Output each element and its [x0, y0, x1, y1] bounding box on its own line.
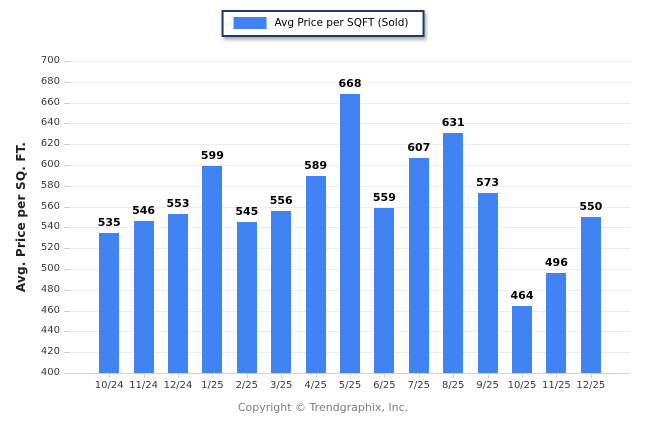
bar[interactable] — [580, 217, 601, 373]
x-axis-tick — [246, 374, 248, 378]
legend[interactable]: Avg Price per SQFT (Sold) — [221, 10, 425, 37]
x-axis-tick — [315, 374, 317, 378]
y-axis-tick — [64, 61, 70, 62]
bar[interactable] — [99, 232, 120, 373]
y-axis-tick — [64, 144, 70, 146]
x-axis-tick — [212, 374, 214, 378]
x-axis-tick — [418, 374, 420, 378]
bar-value-label: 631 — [441, 115, 465, 129]
bar-value-label: 553 — [166, 196, 190, 210]
bar-value-label: 559 — [372, 190, 396, 204]
x-axis-tick-label: 3/25 — [269, 380, 293, 391]
y-axis-tick-label: 680 — [40, 75, 60, 87]
bar-value-label: 556 — [269, 193, 293, 207]
x-axis-tick-label: 5/25 — [338, 380, 362, 391]
bar[interactable] — [133, 221, 154, 373]
x-axis-tick-label: 1/25 — [201, 380, 224, 391]
y-axis-tick-label: 700 — [40, 55, 60, 66]
y-axis-tick — [64, 352, 70, 354]
bar-value-label: 589 — [304, 159, 328, 173]
bar-value-label: 464 — [510, 289, 534, 303]
x-axis-tick — [590, 374, 592, 378]
y-axis-tick — [64, 289, 70, 291]
bar-value-label: 668 — [338, 77, 362, 91]
bar-value-label: 545 — [235, 205, 259, 219]
y-axis-tick — [64, 123, 70, 125]
bar[interactable] — [374, 207, 395, 373]
x-axis-tick — [281, 374, 283, 378]
gridline — [70, 81, 630, 83]
y-axis-tick — [64, 206, 70, 208]
bar[interactable] — [340, 94, 360, 373]
y-axis-tick — [64, 102, 70, 104]
x-axis-tick-label: 11/24 — [129, 380, 158, 391]
bar-value-label: 546 — [132, 204, 156, 218]
y-axis-tick-label: 600 — [40, 159, 60, 170]
y-axis-tick-label: 480 — [40, 283, 60, 295]
x-axis-tick-label: 9/25 — [476, 380, 499, 391]
bar-value-label: 535 — [97, 215, 121, 229]
bar-value-label: 573 — [476, 176, 500, 190]
bar[interactable] — [271, 210, 292, 373]
y-axis-tick-label: 620 — [40, 138, 60, 150]
bar-value-label: 607 — [407, 140, 431, 154]
x-axis-tick — [143, 374, 145, 378]
x-axis-tick-label: 12/24 — [163, 380, 193, 391]
x-axis-tick — [556, 374, 558, 378]
x-axis-tick-label: 12/25 — [576, 380, 606, 391]
bar[interactable] — [477, 193, 498, 373]
x-axis-tick-label: 8/25 — [441, 380, 465, 391]
x-axis-tick-label: 10/25 — [507, 380, 537, 391]
y-axis-tick — [64, 269, 70, 270]
y-axis-tick-label: 460 — [40, 304, 60, 316]
bar-value-label: 496 — [544, 256, 568, 270]
x-axis-tick — [487, 374, 489, 378]
y-axis-tick-label: 580 — [40, 179, 60, 191]
copyright-text: Copyright © Trendgraphix, Inc. — [237, 401, 409, 414]
y-axis-tick — [64, 185, 70, 187]
gridline — [70, 61, 630, 62]
legend-swatch-icon — [233, 17, 267, 29]
y-axis-tick — [64, 165, 70, 166]
y-axis-tick — [64, 331, 70, 333]
y-axis-tick — [64, 81, 70, 83]
x-axis-tick — [109, 374, 111, 378]
bar-value-label: 550 — [579, 200, 603, 213]
bar[interactable] — [546, 273, 567, 373]
y-axis-tick-label: 540 — [40, 221, 60, 233]
bar[interactable] — [168, 213, 188, 373]
bar-value-label: 599 — [200, 149, 224, 163]
x-axis-tick-label: 6/25 — [373, 380, 396, 391]
x-axis-tick-label: 7/25 — [407, 380, 431, 391]
y-axis-tick-label: 440 — [40, 325, 60, 337]
x-axis-tick-label: 10/24 — [94, 380, 124, 391]
x-axis-tick — [522, 374, 523, 378]
y-axis-tick-label: 520 — [40, 242, 60, 254]
x-axis-tick-label: 11/25 — [541, 380, 571, 391]
bar[interactable] — [443, 132, 464, 373]
y-axis-tick-label: 560 — [40, 200, 60, 212]
y-axis-tick-label: 640 — [40, 117, 60, 129]
x-axis-tick — [384, 374, 386, 378]
y-axis-tick-label: 420 — [40, 346, 60, 358]
bar[interactable] — [512, 306, 532, 373]
bar[interactable] — [236, 222, 257, 373]
x-axis-tick — [350, 374, 351, 378]
x-axis-tick — [453, 374, 455, 378]
y-axis-tick-label: 500 — [40, 263, 60, 274]
bar[interactable] — [202, 166, 223, 373]
y-axis-tick-label: 400 — [40, 367, 60, 378]
x-axis-line — [64, 373, 630, 374]
x-axis-tick-label: 4/25 — [304, 380, 327, 391]
bar[interactable] — [305, 176, 326, 373]
x-axis-tick-label: 2/25 — [235, 380, 259, 391]
y-axis-tick — [64, 227, 70, 229]
bar[interactable] — [408, 157, 429, 373]
x-axis-tick — [178, 374, 179, 378]
y-axis-tick — [64, 310, 70, 312]
y-axis-tick-label: 660 — [40, 96, 60, 108]
legend-label: Avg Price per SQFT (Sold) — [274, 17, 409, 29]
y-axis-tick — [64, 248, 70, 250]
